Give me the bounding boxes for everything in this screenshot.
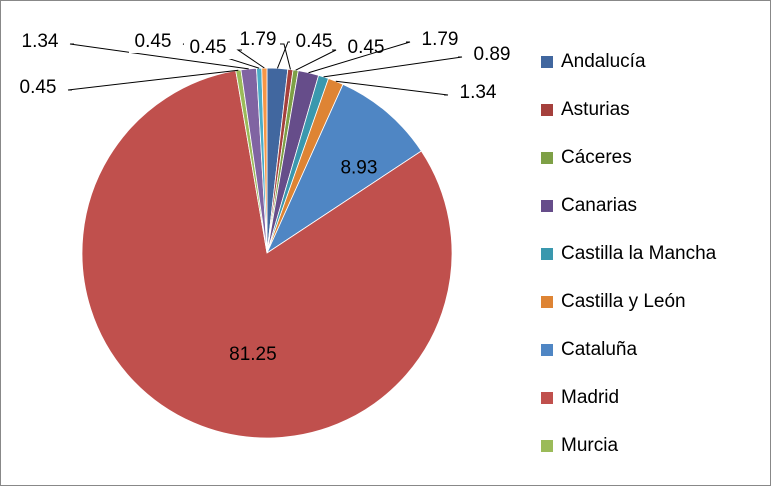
leader-line	[335, 80, 449, 96]
leader-line	[67, 69, 239, 91]
data-label: 81.25	[229, 344, 277, 365]
leader-line	[323, 56, 463, 78]
legend-label: Andalucía	[561, 51, 646, 72]
label-bg	[290, 31, 338, 53]
leader-line	[295, 49, 337, 71]
leader-line	[280, 43, 291, 70]
leader-line	[236, 49, 265, 69]
legend-swatch	[541, 344, 553, 356]
data-label: 1.79	[240, 29, 277, 50]
leader-line	[69, 43, 249, 70]
data-label: 0.45	[20, 77, 57, 98]
data-label: 0.45	[135, 31, 172, 52]
data-label: 0.45	[190, 37, 227, 58]
legend-swatch	[541, 392, 553, 404]
legend-label: Asturias	[561, 99, 630, 120]
label-bg	[468, 44, 516, 66]
legend-swatch	[541, 248, 553, 260]
data-label: 0.89	[474, 44, 511, 65]
legend-label: Madrid	[561, 387, 619, 408]
legend-swatch	[541, 56, 553, 68]
data-label: 1.79	[422, 29, 459, 50]
data-label: 1.34	[460, 82, 497, 103]
legend-swatch	[541, 200, 553, 212]
label-bg	[129, 31, 177, 53]
legend-label: Canarias	[561, 195, 637, 216]
legend-label: Cáceres	[561, 147, 632, 168]
label-bg	[416, 29, 464, 51]
label-bg	[234, 29, 282, 51]
legend-swatch	[541, 440, 553, 452]
legend-swatch	[541, 296, 553, 308]
label-bg	[454, 82, 502, 104]
legend-label: Castilla y León	[561, 291, 686, 312]
pie-slice	[81, 70, 453, 439]
legend-swatch	[541, 104, 553, 116]
label-bg	[184, 37, 232, 59]
pie-slice	[266, 83, 422, 255]
label-bg	[342, 37, 390, 59]
label-bg	[16, 31, 64, 53]
pie-slice	[261, 67, 268, 254]
leader-line	[308, 41, 411, 74]
legend-swatch	[541, 152, 553, 164]
label-bg	[14, 77, 62, 99]
data-label: 8.93	[340, 157, 377, 178]
legend-label: Cataluña	[561, 339, 637, 360]
data-label: 1.34	[22, 31, 59, 52]
data-label: 0.45	[296, 31, 333, 52]
legend-label: Murcia	[561, 435, 618, 456]
legend-label: Castilla la Mancha	[561, 243, 717, 264]
